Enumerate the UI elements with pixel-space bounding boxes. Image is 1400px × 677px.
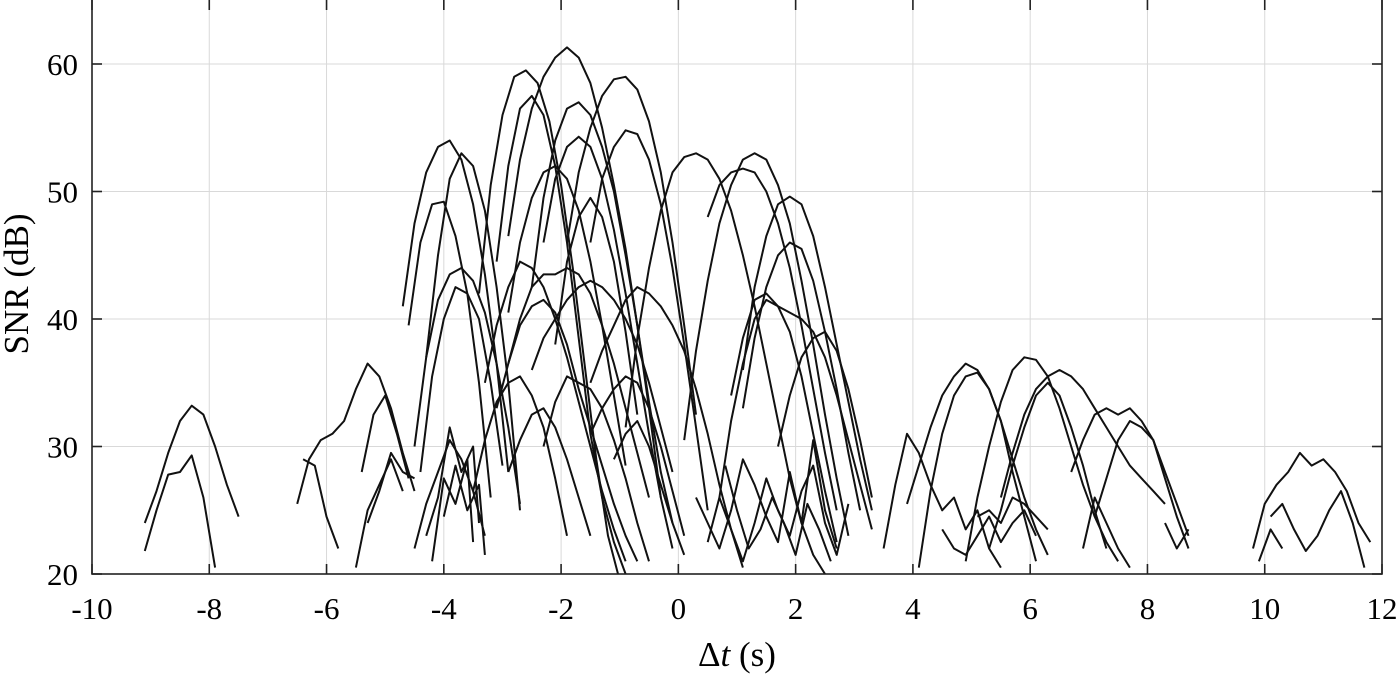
series-line-8 <box>407 200 492 498</box>
series-line-44 <box>695 439 838 550</box>
series-line-51 <box>999 369 1166 505</box>
series-line-26 <box>624 152 826 574</box>
series-line-38 <box>495 298 639 562</box>
series-line-42 <box>507 407 592 537</box>
series-line-56 <box>1093 420 1190 549</box>
series-line-32 <box>718 298 838 543</box>
series-line-36 <box>530 279 674 473</box>
series-line-20 <box>530 101 686 556</box>
series-line-27 <box>706 167 838 511</box>
series-line-1 <box>143 404 240 524</box>
series-line-24 <box>507 165 627 466</box>
series-line-11 <box>413 267 521 505</box>
x-tick-label: -4 <box>431 591 457 626</box>
series-line-37 <box>589 286 744 568</box>
series-line-14 <box>425 426 480 537</box>
series-line-46 <box>724 465 832 562</box>
series-line-50 <box>964 356 1119 562</box>
y-tick-label: 60 <box>47 47 78 82</box>
x-tick-label: 2 <box>788 591 804 626</box>
series-line-3 <box>296 362 416 505</box>
x-axis-title-delta: Δ <box>698 635 721 674</box>
x-tick-label: 6 <box>1022 591 1038 626</box>
series-line-33 <box>777 330 873 498</box>
series-line-61 <box>1257 528 1284 562</box>
series-line-22 <box>542 135 674 549</box>
x-axis-title: Δt (s) <box>698 635 776 674</box>
x-tick-label: 8 <box>1140 591 1156 626</box>
series-line-10 <box>425 152 521 511</box>
plot-frame <box>91 0 1383 575</box>
x-tick-label: 0 <box>671 591 687 626</box>
series-line-5 <box>360 394 410 479</box>
x-tick-label: 12 <box>1367 591 1398 626</box>
x-tick-labels: -10 -8 -6 -4 -2 0 2 4 6 8 10 12 <box>71 591 1397 626</box>
series-line-43 <box>612 420 674 524</box>
x-tick-label: -6 <box>314 591 340 626</box>
y-axis-title: SNR (dB) <box>0 214 36 355</box>
series-line-16 <box>442 464 486 555</box>
series-line-55 <box>1070 407 1190 537</box>
x-tick-label: -2 <box>548 591 574 626</box>
series-line-9 <box>401 139 510 473</box>
series-group <box>143 46 1372 574</box>
series-line-28 <box>683 152 850 536</box>
series-line-19 <box>507 46 662 498</box>
series-line-17 <box>478 69 620 574</box>
series-line-6 <box>366 451 415 524</box>
series-line-2 <box>143 454 217 568</box>
series-line-21 <box>566 75 697 415</box>
series-line-15 <box>431 458 475 562</box>
x-axis-title-unit: (s) <box>730 635 776 674</box>
x-tick-label: 4 <box>905 591 921 626</box>
series-line-48 <box>906 362 1049 556</box>
series-line-39 <box>472 375 568 537</box>
series-line-18 <box>495 94 627 574</box>
series-line-40 <box>542 375 650 562</box>
y-tick-label: 20 <box>47 557 78 592</box>
series-line-58 <box>1164 522 1190 550</box>
series-line-35 <box>507 267 650 498</box>
grid-lines <box>92 0 1382 574</box>
y-tick-labels: 20 30 40 50 60 <box>47 47 78 592</box>
series-line-25 <box>554 196 639 415</box>
y-tick-label: 30 <box>47 430 78 465</box>
y-tick-label: 50 <box>47 175 78 210</box>
series-line-59 <box>1252 451 1372 549</box>
series-line-49 <box>917 371 1037 568</box>
y-tick-label: 40 <box>47 302 78 337</box>
x-tick-label: -10 <box>71 591 112 626</box>
series-line-57 <box>1082 496 1131 569</box>
series-line-31 <box>730 292 873 530</box>
series-line-7 <box>354 458 404 568</box>
x-tick-label: -8 <box>196 591 222 626</box>
x-tick-label: 10 <box>1249 591 1280 626</box>
series-line-54 <box>976 496 1049 531</box>
series-line-4 <box>302 458 340 549</box>
series-line-29 <box>741 195 873 511</box>
series-line-60 <box>1269 490 1366 568</box>
series-line-53 <box>941 509 1037 556</box>
series-line-47 <box>882 432 1002 569</box>
axis-ticks <box>91 0 1383 575</box>
series-line-23 <box>589 129 709 511</box>
x-axis-title-var: t <box>721 635 732 674</box>
series-line-41 <box>589 375 686 537</box>
series-line-12 <box>419 286 504 473</box>
series-line-52 <box>988 381 1108 549</box>
